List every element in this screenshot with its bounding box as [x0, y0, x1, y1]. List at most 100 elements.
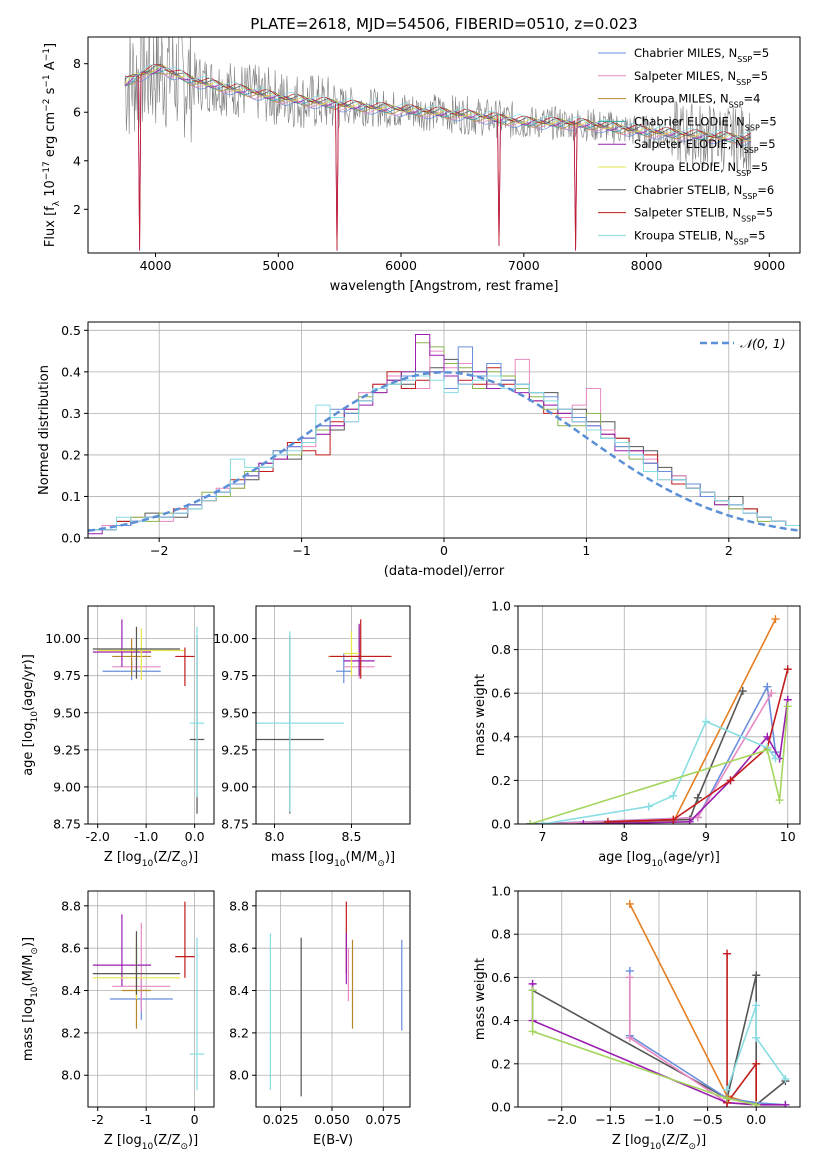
y-tick-label: 10.00	[213, 631, 249, 646]
plus-marker	[726, 776, 735, 785]
plus-marker	[669, 791, 678, 800]
y-tick-label: 0.1	[61, 489, 81, 504]
plus-marker	[752, 1001, 761, 1010]
x-tick-label: 9000	[753, 258, 785, 273]
label-part: (age/yr)]	[21, 654, 36, 711]
legend-part: SSP	[734, 237, 749, 246]
legend-part: SSP	[745, 123, 760, 132]
y-tick-label: 8.0	[61, 1068, 81, 1083]
error-bar-point	[329, 619, 392, 679]
label-part: −1	[42, 48, 52, 61]
x-tick-label: 0.0	[185, 829, 205, 844]
plus-marker	[693, 813, 702, 822]
model-spectrum	[124, 64, 752, 138]
error-bar-point	[175, 901, 195, 978]
legend-label: Salpeter MILES, NSSP=5	[634, 69, 768, 87]
y-tick-label: 0.4	[491, 729, 511, 744]
y-tick-label: 0.0	[61, 531, 81, 546]
label-part: ⊙	[180, 1142, 188, 1152]
y-tick-label: 9.75	[221, 668, 249, 683]
legend-part: =5	[751, 69, 768, 83]
x-tick-label: 4000	[140, 258, 172, 273]
x-tick-label: −2.0	[547, 1112, 577, 1127]
label-part: ]	[43, 43, 58, 48]
label-part: )]	[696, 1133, 706, 1148]
y-axis-label: mass weight	[473, 674, 488, 756]
y-tick-label: 9.75	[53, 668, 81, 683]
mass_vs_EBV-axes	[256, 891, 410, 1107]
error-bar-point	[92, 914, 151, 987]
plus-marker	[603, 817, 612, 824]
legend-part: =5	[752, 46, 769, 60]
x-tick-label: 9	[702, 829, 710, 844]
plus-marker	[669, 815, 678, 824]
x-axis-label: age [log10(age/yr)]	[598, 850, 720, 869]
y-tick-label: 0.3	[61, 406, 81, 421]
plus-marker	[644, 802, 653, 811]
plus-marker	[781, 1074, 790, 1083]
age_vs_mass-points	[256, 619, 392, 814]
legend-part: =5	[749, 228, 766, 242]
x-tick-label: 8.5	[342, 829, 362, 844]
label-part: ⊙	[30, 947, 40, 955]
label-part: A	[43, 61, 58, 74]
legend-part: =5	[759, 137, 776, 151]
label-part: mass weight	[473, 674, 488, 756]
spectrum-lines	[124, 37, 752, 251]
error-bar-point	[343, 631, 360, 676]
x-axis-label: Z [log10(Z/Z⊙)]	[104, 1133, 198, 1152]
plus-marker	[752, 1100, 761, 1107]
series-line	[531, 990, 757, 1106]
age_vs_Z-axes	[88, 606, 214, 825]
label-part: ⊙	[180, 859, 188, 869]
mass_vs_EBV-points	[269, 901, 403, 1097]
plot-frame	[517, 605, 801, 825]
label-part: erg cm	[43, 112, 58, 161]
error-bar-point	[256, 631, 344, 813]
label-part: log	[122, 850, 142, 865]
legend-part: =5	[760, 114, 777, 128]
label-part: (M/M	[21, 955, 36, 987]
legend-part: Chabrier STELIB, N	[634, 183, 742, 197]
label-part: (data-model)/error	[384, 564, 505, 579]
legend-part: Salpeter MILES, N	[634, 69, 736, 83]
x-tick-label: 2	[725, 543, 733, 558]
label-part: (Z/Z	[153, 850, 180, 865]
legend-part: SSP	[729, 100, 744, 109]
x-tick-label: 7	[539, 829, 547, 844]
plus-marker	[685, 817, 694, 824]
label-part: 10	[142, 1142, 154, 1152]
error-bar-point	[92, 619, 151, 667]
label-part: (Z/Z	[661, 1133, 688, 1148]
legend-part: =5	[751, 160, 768, 174]
label-part: (age/yr)]	[663, 850, 720, 865]
x-tick-label: 0.075	[365, 1112, 401, 1127]
y-tick-label: 0.6	[491, 970, 511, 985]
error-bar-point	[112, 922, 171, 1012]
label-part: Z [	[612, 1133, 630, 1148]
label-part: mass [	[271, 850, 314, 865]
y-axis-label: age [log10(age/yr)]	[21, 654, 40, 776]
plot-frame	[255, 890, 411, 1108]
model-spectrum	[124, 69, 752, 143]
x-tick-label: 7000	[508, 258, 540, 273]
plus-marker	[702, 717, 710, 726]
plus-marker	[723, 949, 732, 958]
y-tick-label: 0.0	[491, 1100, 511, 1115]
age_vs_mass-axes	[256, 606, 410, 825]
plus-marker	[579, 820, 588, 824]
label-part: 10	[30, 986, 40, 998]
label-part: −17	[42, 161, 52, 180]
series-line	[629, 977, 757, 1106]
legend-label: Chabrier ELODIE, NSSP=5	[634, 114, 777, 131]
legend-part: Chabrier ELODIE, N	[634, 114, 745, 128]
label-part: mass [	[21, 1018, 36, 1061]
histograms	[88, 334, 800, 538]
label-part: 10	[334, 859, 346, 869]
y-tick-label: 8.75	[53, 817, 81, 832]
series-line	[726, 953, 757, 1106]
legend-part: SSP	[742, 191, 757, 200]
y-tick-label: 8.8	[229, 898, 249, 913]
